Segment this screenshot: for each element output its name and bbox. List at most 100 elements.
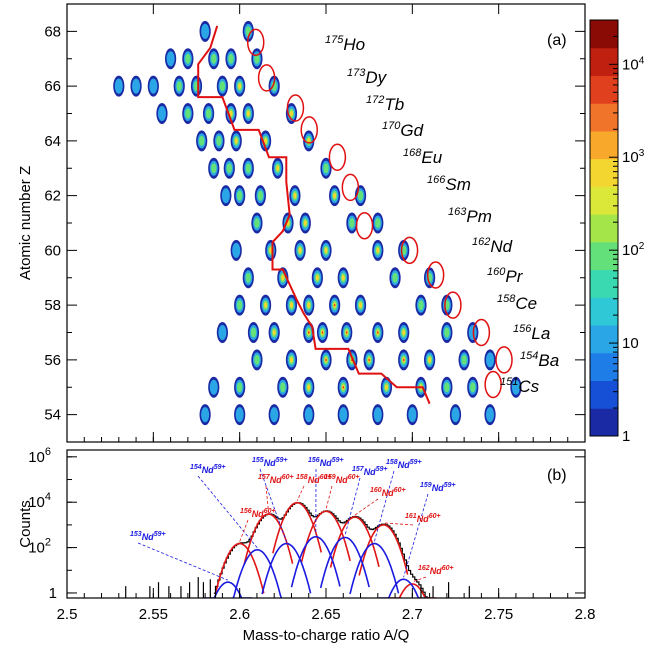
heatmap-cell xyxy=(305,407,313,422)
peak-label-element: Nd xyxy=(308,475,320,485)
x-axis-title: Mass-to-charge ratio A/Q xyxy=(243,627,410,644)
peak-label-element: Nd xyxy=(264,458,276,468)
heatmap-cell xyxy=(210,380,218,395)
heatmap-cell xyxy=(323,163,328,173)
peak-label-mass: 162 xyxy=(418,565,430,572)
peak-label-element: Nd xyxy=(252,509,264,519)
colorbar-segment xyxy=(590,408,618,436)
heatmap-cell xyxy=(470,382,475,392)
peak-label-element: Nd xyxy=(202,465,214,475)
heatmap-cell xyxy=(486,407,494,422)
heatmap-cell xyxy=(280,382,285,392)
heatmap-cell xyxy=(185,54,190,64)
peak-label-element: Nd xyxy=(320,458,332,468)
colorbar-tick-base: 10 xyxy=(622,335,639,352)
colorbar-tick-base: 10 xyxy=(622,56,639,73)
heatmap-cell xyxy=(216,136,221,146)
isotope-mass: 163 xyxy=(448,206,467,218)
heatmap-cell xyxy=(158,106,166,121)
x-tick-label: 2.65 xyxy=(311,606,340,623)
isotope-mass: 158 xyxy=(497,293,516,305)
colorbar-tick-base: 10 xyxy=(622,149,639,166)
y-tick-label-a: 64 xyxy=(44,133,61,150)
heatmap-cell xyxy=(376,247,379,253)
heatmap-cell xyxy=(246,273,251,283)
y-tick-label-a: 58 xyxy=(44,297,61,314)
isotope-mass: 151 xyxy=(500,376,518,388)
colorbar-segment xyxy=(590,186,618,214)
colorbar-tick-exp: 2 xyxy=(639,241,645,252)
colorbar-tick-label: 102 xyxy=(622,241,645,259)
peak-label-element: Nd xyxy=(398,460,410,470)
heatmap-cell xyxy=(235,138,238,144)
heatmap-cell xyxy=(342,275,345,281)
y-tick-label-b: 106 xyxy=(28,446,51,466)
heatmap-cell xyxy=(236,407,244,422)
peak-label-mass: 158 xyxy=(386,459,398,466)
y-tick-label-b-exp: 6 xyxy=(45,446,51,458)
colorbar-segment xyxy=(590,20,618,48)
heatmap-cell xyxy=(246,26,251,36)
heatmap-cell xyxy=(206,108,211,118)
heatmap-cell xyxy=(290,111,293,117)
peak-label-charge: 59+ xyxy=(376,466,388,473)
isotope-element: Ba xyxy=(538,351,559,370)
colorbar-segment xyxy=(590,270,618,298)
colorbar-tick-base: 1 xyxy=(622,428,630,445)
heatmap-cell xyxy=(451,407,459,422)
heatmap-cell xyxy=(281,275,284,281)
peak-label-mass: 159 xyxy=(420,482,432,489)
y-tick-label-a: 62 xyxy=(44,188,61,205)
heatmap-cell xyxy=(251,327,256,337)
x-tick-label: 2.5 xyxy=(57,606,78,623)
y-tick-label-a: 60 xyxy=(44,242,61,259)
isotope-element: Nd xyxy=(490,237,512,256)
heatmap-cell xyxy=(258,191,263,201)
heatmap-cell xyxy=(392,273,397,283)
y-tick-label-b-base: 1 xyxy=(49,585,57,602)
y-axis-title-a: Atomic number Z xyxy=(17,166,34,280)
heatmap-cell xyxy=(304,220,307,226)
heatmap-cell xyxy=(418,300,423,310)
heatmap-cell xyxy=(325,359,326,362)
colorbar-tick-label: 103 xyxy=(622,148,645,166)
heatmap-cell xyxy=(322,331,323,334)
heatmap-cell xyxy=(211,54,216,64)
peak-label-mass: 156 xyxy=(240,508,252,515)
heatmap-cell xyxy=(385,384,388,390)
heatmap-cell xyxy=(402,330,405,336)
heatmap-cell xyxy=(444,382,449,392)
heatmap-cell xyxy=(346,331,347,334)
heatmap-cell xyxy=(132,79,140,94)
panel-b-background xyxy=(67,450,585,598)
heatmap-cell xyxy=(333,193,336,199)
heatmap-cell xyxy=(247,111,250,117)
heatmap-cell xyxy=(293,193,296,199)
peak-label-charge: 59+ xyxy=(410,459,422,466)
peak-label-mass: 160 xyxy=(370,487,382,494)
y-tick-label-a: 66 xyxy=(44,78,61,95)
heatmap-cell xyxy=(270,407,278,422)
heatmap-cell xyxy=(220,81,225,91)
isotope-element: Pm xyxy=(466,207,492,226)
y-axis-title-b: Counts xyxy=(17,500,34,548)
x-tick-label: 2.75 xyxy=(484,606,513,623)
peak-label-mass: 158 xyxy=(296,474,308,481)
y-tick-label-b-exp: 4 xyxy=(45,491,51,503)
y-tick-label-b-exp: 2 xyxy=(45,537,51,549)
heatmap-cell xyxy=(273,330,276,336)
colorbar-segment xyxy=(590,381,618,409)
heatmap-cell xyxy=(246,163,251,173)
isotope-mass: 168 xyxy=(403,147,422,159)
heatmap-cell xyxy=(324,247,327,253)
heatmap-cell xyxy=(444,327,449,337)
heatmap-cell xyxy=(316,275,319,281)
heatmap-cell xyxy=(115,79,123,94)
colorbar-tick-label: 1 xyxy=(622,428,630,445)
heatmap-cell xyxy=(228,54,233,64)
x-tick-label: 2.55 xyxy=(139,606,168,623)
heatmap-cell xyxy=(290,302,293,308)
heatmap-cell xyxy=(254,355,259,365)
